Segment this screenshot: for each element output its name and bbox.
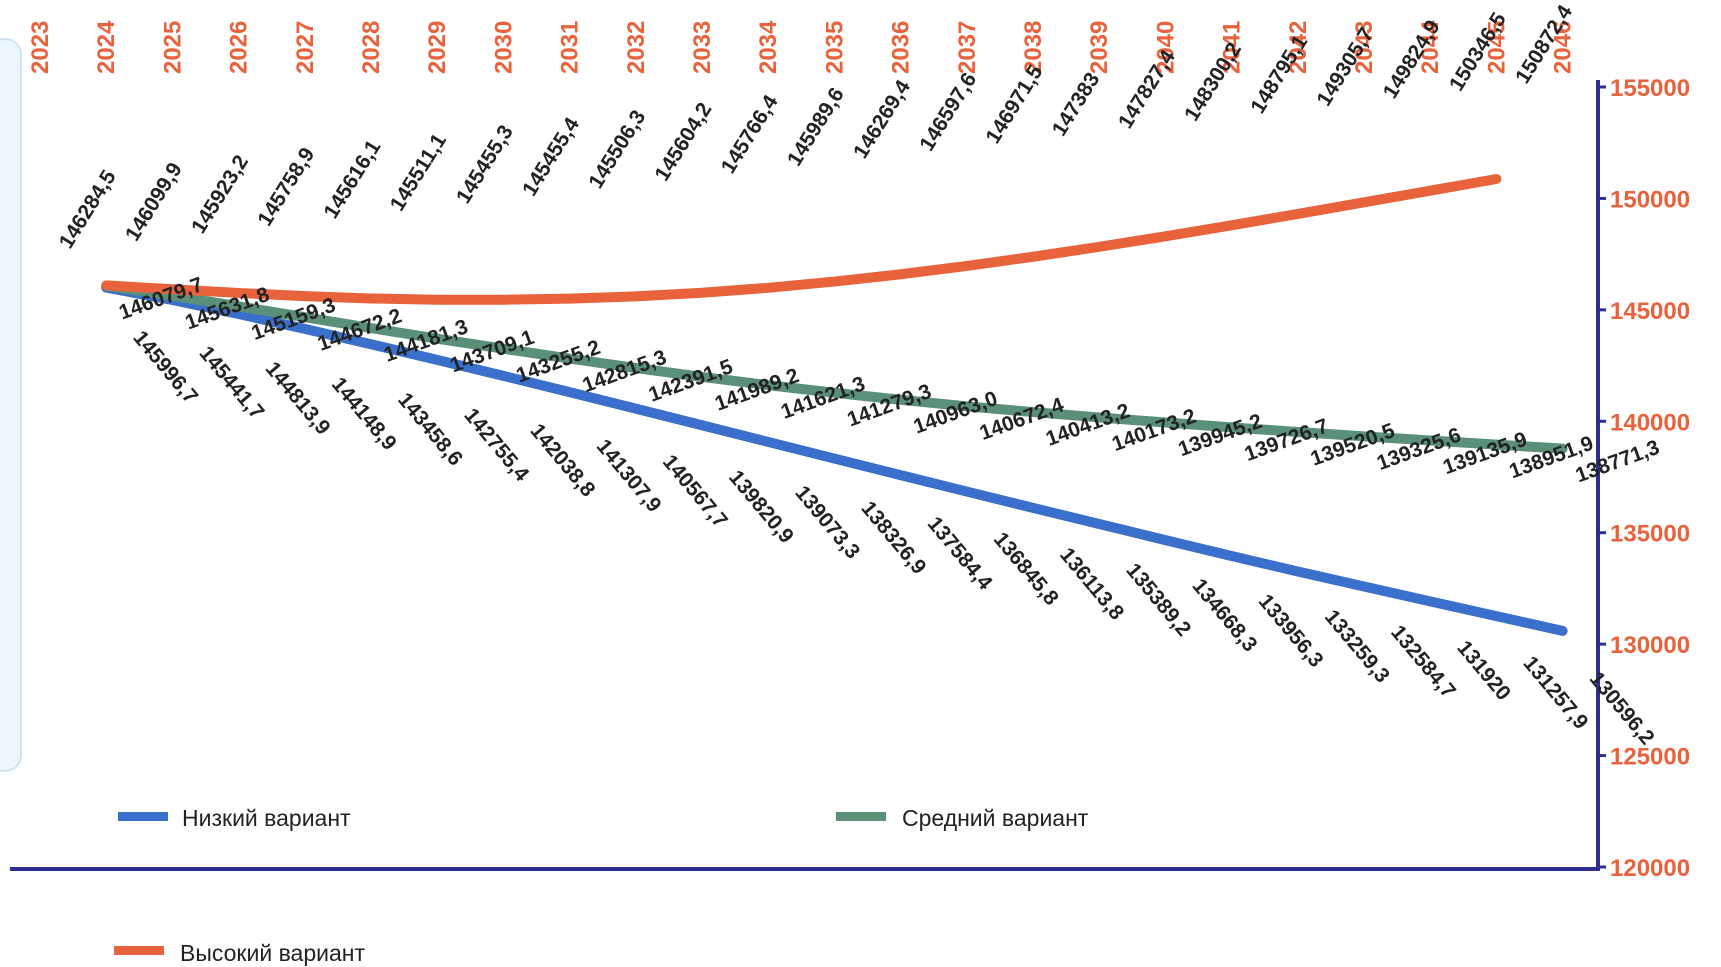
data-label-high: 148300,2 — [1180, 39, 1246, 125]
data-label-high: 145455,3 — [452, 121, 518, 207]
x-tick-label: 2035 — [821, 21, 848, 74]
data-label-high: 145455,4 — [518, 113, 584, 200]
legend-item-mid[interactable]: Средний вариант — [836, 805, 1089, 831]
data-label-high: 145989,6 — [783, 84, 849, 170]
legend-swatch-mid — [836, 812, 886, 821]
data-label-low: 135389,2 — [1121, 559, 1195, 641]
data-label-low: 144148,9 — [327, 373, 401, 455]
data-label-low: 132584,7 — [1386, 621, 1460, 703]
x-tick-label: 2039 — [1086, 21, 1113, 74]
legend-item-high[interactable]: Высокий вариант — [114, 940, 365, 966]
data-label-low: 140567,7 — [658, 450, 732, 532]
legend-swatch-high — [114, 946, 164, 955]
y-tick-label: 135000 — [1610, 521, 1690, 548]
data-labels-low: 145996,7145441,7144813,9144148,9143458,6… — [128, 326, 1658, 749]
data-label-low: 145996,7 — [128, 326, 202, 408]
data-label-low: 134668,3 — [1188, 574, 1262, 656]
data-label-low: 143458,6 — [393, 388, 467, 470]
data-label-low: 144813,9 — [261, 357, 335, 439]
data-label-low: 142755,4 — [459, 404, 533, 486]
data-label-high: 145604,2 — [651, 99, 717, 185]
data-label-low: 136113,8 — [1055, 543, 1128, 624]
data-label-low: 139820,9 — [724, 466, 798, 548]
data-label-high: 145511,1 — [386, 129, 451, 215]
data-label-low: 130596,2 — [1585, 667, 1659, 749]
y-tick-labels: 120000 125000 130000 135000 140000 145000 1500… — [1610, 75, 1690, 882]
data-label-low: 137584,4 — [923, 512, 997, 594]
x-tick-label: 2036 — [888, 21, 915, 74]
legend-label-high: Высокий вариант — [180, 940, 365, 966]
data-label-high: 145616,1 — [320, 136, 386, 223]
data-label-low: 131920 — [1452, 636, 1515, 704]
x-tick-label: 2028 — [358, 21, 385, 74]
x-tick-label: 2043 — [1351, 21, 1378, 74]
legend: Низкий вариант Средний вариант Высокий в… — [114, 805, 1089, 966]
y-tick-label: 130000 — [1610, 632, 1690, 659]
x-tick-label: 2029 — [424, 21, 451, 74]
x-tick-label: 2027 — [292, 21, 319, 74]
x-tick-label: 2037 — [954, 21, 981, 74]
series-line-mid — [101, 280, 1568, 454]
data-label-high: 146284,5 — [55, 166, 121, 253]
data-label-high: 146971,5 — [982, 61, 1048, 148]
data-label-low: 131257,9 — [1519, 652, 1593, 734]
data-label-low: 138326,9 — [857, 497, 931, 579]
y-tick-label: 150000 — [1610, 186, 1690, 213]
data-label-low: 141307,9 — [592, 435, 666, 517]
x-tick-label: 2032 — [623, 21, 650, 74]
x-tick-labels: 2023 2024 2025 2026 2027 2028 2029 2030 2031 2032… — [27, 20, 1577, 74]
y-tick-label: 120000 — [1610, 855, 1690, 882]
data-label-low: 139073,3 — [790, 481, 864, 563]
x-tick-label: 2038 — [1020, 21, 1047, 74]
x-tick-label: 2041 — [1219, 21, 1246, 74]
x-tick-label: 2045 — [1483, 21, 1510, 74]
legend-item-low[interactable]: Низкий вариант — [118, 805, 351, 831]
x-tick-label: 2030 — [490, 21, 517, 74]
data-label-high: 145506,3 — [584, 106, 650, 192]
legend-swatch-low — [118, 812, 168, 821]
data-label-low: 142038,8 — [526, 419, 600, 501]
x-tick-label: 2044 — [1417, 20, 1444, 74]
data-label-low: 133956,3 — [1254, 590, 1328, 672]
x-tick-label: 2042 — [1285, 21, 1312, 74]
y-tick-label: 140000 — [1610, 409, 1690, 436]
x-tick-label: 2034 — [755, 20, 782, 74]
y-tick-label: 125000 — [1610, 744, 1690, 771]
data-label-high: 147827,4 — [1114, 46, 1180, 133]
x-tick-label: 2026 — [226, 21, 253, 74]
data-label-high: 146269,4 — [849, 76, 915, 163]
series-line-high — [101, 173, 1502, 305]
data-label-high: 146597,6 — [915, 69, 981, 155]
data-label-high: 147383 — [1048, 69, 1105, 141]
legend-label-mid: Средний вариант — [902, 805, 1089, 831]
x-tick-label: 2046 — [1550, 21, 1577, 74]
x-tick-label: 2040 — [1152, 21, 1179, 74]
x-tick-label: 2025 — [159, 21, 186, 74]
data-label-high: 145766,4 — [717, 91, 783, 178]
data-label-low: 145441,7 — [195, 342, 269, 424]
x-tick-label: 2033 — [689, 21, 716, 74]
x-tick-label: 2031 — [557, 21, 584, 74]
data-label-high: 145923,2 — [187, 151, 253, 237]
x-tick-label: 2023 — [27, 21, 54, 74]
series-lines — [101, 173, 1568, 636]
series-line-low — [101, 282, 1568, 636]
y-tick-label: 145000 — [1610, 298, 1690, 325]
data-labels-high: 146284,5 146099,9 145923,2 145758,9 145616,1… — [55, 1, 1577, 253]
legend-label-low: Низкий вариант — [182, 805, 351, 831]
axes — [10, 80, 1606, 871]
data-label-high: 145758,9 — [253, 144, 319, 230]
data-label-low: 136845,8 — [989, 528, 1063, 610]
y-tick-label: 155000 — [1610, 75, 1690, 102]
data-label-low: 133259,3 — [1320, 605, 1394, 687]
x-tick-label: 2024 — [93, 20, 120, 74]
data-label-high: 146099,9 — [121, 159, 187, 245]
